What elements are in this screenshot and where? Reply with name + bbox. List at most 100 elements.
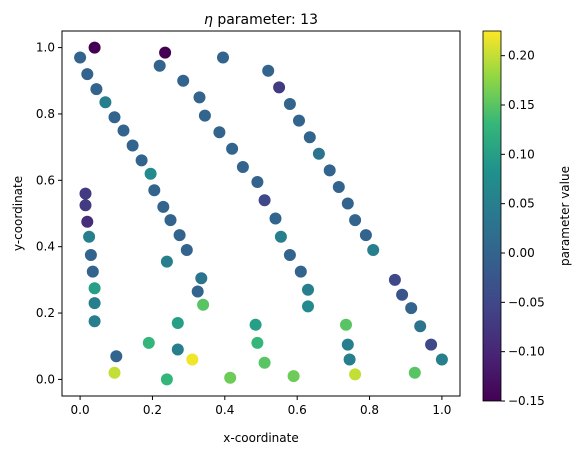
scatter-point	[153, 59, 166, 72]
scatter-point	[180, 244, 193, 256]
y-tick-label: 0.8	[36, 107, 55, 121]
scatter-point	[177, 74, 190, 87]
scatter-point	[159, 46, 172, 59]
scatter-point	[99, 96, 112, 109]
scatter-point	[74, 51, 87, 64]
colorbar-tick-label: 0.00	[508, 246, 535, 260]
scatter-point	[126, 139, 139, 152]
scatter-point	[269, 212, 282, 225]
colorbar-label: parameter value	[558, 166, 572, 266]
y-tick-label: 0.4	[36, 240, 55, 254]
scatter-point	[83, 230, 96, 243]
scatter-point	[191, 285, 204, 298]
scatter-point	[312, 147, 325, 160]
scatter-point	[251, 336, 264, 349]
scatter-point	[117, 124, 130, 137]
colorbar-tick-label: 0.20	[508, 49, 535, 63]
scatter-point	[88, 297, 101, 310]
scatter-point	[144, 167, 157, 180]
x-tick-label: 0.4	[215, 403, 234, 417]
scatter-point	[142, 336, 155, 349]
y-axis-label: y-coordinate	[11, 176, 25, 251]
points-layer	[74, 41, 448, 386]
y-tick-label: 0.0	[36, 372, 55, 386]
scatter-point	[171, 343, 184, 356]
scatter-point	[274, 230, 287, 243]
scatter-point	[226, 142, 239, 155]
scatter-point	[302, 283, 314, 296]
scatter-point	[258, 356, 271, 369]
scatter-point	[148, 184, 161, 197]
scatter-point	[293, 114, 305, 127]
title-text: parameter: 13	[213, 12, 318, 28]
scatter-point	[341, 197, 354, 210]
scatter-point	[217, 51, 229, 64]
x-tick-label: 0.0	[71, 403, 90, 417]
scatter-point	[323, 164, 336, 177]
scatter-point	[110, 350, 123, 363]
x-tick-label: 0.6	[288, 403, 307, 417]
scatter-point	[349, 368, 362, 381]
scatter-point	[287, 370, 300, 383]
scatter-point	[405, 302, 418, 315]
scatter-point	[157, 200, 170, 213]
scatter-point	[160, 373, 173, 386]
scatter-point	[213, 126, 226, 139]
colorbar-tick-label: −0.15	[508, 394, 545, 408]
scatter-point	[79, 199, 92, 212]
x-axis-label: x-coordinate	[223, 431, 298, 445]
scatter-point	[332, 181, 345, 193]
colorbar-tick-label: −0.05	[508, 295, 545, 309]
scatter-point	[283, 249, 296, 261]
colorbar-tick-label: 0.15	[508, 98, 535, 112]
scatter-point	[84, 249, 97, 261]
scatter-point	[81, 68, 94, 81]
scatter-point	[195, 272, 208, 285]
colorbar	[482, 30, 502, 402]
scatter-point	[341, 338, 354, 351]
scatter-point	[108, 366, 121, 379]
title-eta-symbol: η	[204, 12, 213, 28]
scatter-point	[408, 366, 421, 379]
x-tick-label: 0.8	[360, 403, 379, 417]
y-tick-label: 1.0	[36, 41, 55, 55]
scatter-point	[340, 318, 352, 331]
scatter-point	[79, 187, 92, 200]
y-tick-label: 0.2	[36, 306, 55, 320]
scatter-point	[186, 353, 199, 366]
scatter-point	[224, 371, 237, 384]
scatter-point	[193, 91, 206, 104]
scatter-point	[388, 273, 401, 286]
scatter-point	[303, 131, 316, 144]
colorbar-tick-label: 0.05	[508, 197, 535, 211]
scatter-point	[135, 154, 148, 167]
scatter-point	[164, 214, 177, 227]
plot-frame	[61, 30, 461, 397]
scatter-point	[86, 265, 99, 278]
scatter-point	[88, 282, 101, 295]
scatter-point	[160, 255, 173, 268]
scatter-point	[197, 298, 210, 311]
scatter-point	[283, 98, 296, 110]
x-axis: 0.0 0.2 0.4 0.6 0.8 1.0	[71, 396, 451, 417]
scatter-point	[249, 318, 262, 331]
chart-title: η parameter: 13	[204, 12, 318, 28]
x-tick-label: 1.0	[432, 403, 451, 417]
scatter-point	[88, 315, 101, 328]
scatter-point	[396, 288, 409, 301]
scatter-point	[367, 244, 380, 256]
scatter-point	[349, 214, 362, 227]
scatter-point	[302, 300, 314, 313]
scatter-point	[90, 83, 103, 96]
scatter-point	[273, 81, 286, 94]
x-tick-label: 0.2	[143, 403, 162, 417]
y-axis: 0.0 0.2 0.4 0.6 0.8 1.0	[36, 41, 62, 386]
scatter-point	[173, 229, 186, 242]
scatter-point	[251, 176, 264, 188]
scatter-point	[236, 161, 249, 173]
scatter-point	[258, 194, 271, 207]
scatter-point	[414, 320, 427, 333]
scatter-point	[359, 229, 372, 242]
scatter-point	[88, 41, 101, 54]
